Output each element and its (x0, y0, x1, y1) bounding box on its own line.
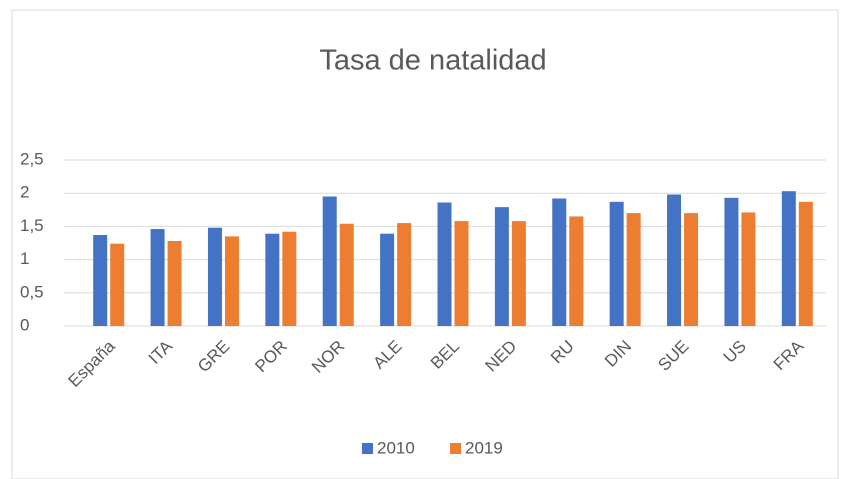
y-tick-label: 2 (20, 183, 29, 202)
legend-swatch (362, 443, 373, 454)
bar (110, 243, 125, 326)
bar (667, 194, 682, 326)
bar (93, 235, 108, 326)
legend-label: 2010 (377, 438, 415, 457)
bar (684, 213, 699, 326)
bar (609, 201, 624, 326)
y-tick-label: 1 (20, 249, 29, 268)
bar (454, 221, 469, 326)
bar (724, 197, 739, 326)
y-tick-label: 2,5 (20, 149, 44, 168)
bar (437, 202, 452, 326)
y-tick-label: 0,5 (20, 282, 44, 301)
bar (781, 191, 796, 326)
bar (397, 223, 412, 326)
bar (224, 236, 239, 326)
bar (265, 233, 280, 326)
bar (626, 213, 641, 326)
bar (207, 227, 222, 326)
bar (494, 207, 509, 326)
bar (282, 231, 297, 326)
chart-border (11, 9, 839, 479)
bar (167, 241, 182, 326)
bar (339, 223, 354, 326)
legend-label: 2019 (465, 438, 503, 457)
bar (322, 196, 337, 326)
bar (741, 212, 756, 326)
bar (569, 216, 584, 326)
bar (511, 221, 526, 326)
bar (380, 233, 395, 326)
y-tick-label: 0 (20, 315, 29, 334)
legend-swatch (450, 443, 461, 454)
bar (552, 198, 567, 326)
y-tick-label: 1,5 (20, 216, 44, 235)
bar (798, 201, 813, 326)
chart-title: Tasa de natalidad (319, 45, 546, 77)
bar (150, 229, 165, 326)
